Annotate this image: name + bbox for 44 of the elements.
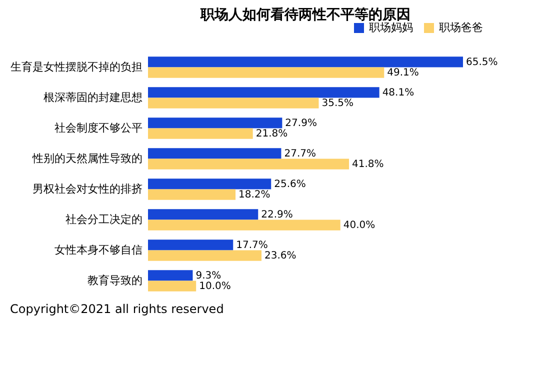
data-label: 22.9% xyxy=(261,209,293,220)
legend-label: 职场爸爸 xyxy=(439,21,483,34)
data-label: 40.0% xyxy=(343,220,376,232)
data-label: 10.0% xyxy=(199,281,231,292)
bar xyxy=(148,56,463,68)
y-tick-label: 根深蒂固的封建思想 xyxy=(44,90,142,104)
data-label: 27.7% xyxy=(284,148,316,160)
bar xyxy=(148,240,234,250)
y-tick-label: 社会制度不够公平 xyxy=(54,121,142,134)
text: Copyright©2021 all rights reserved xyxy=(10,302,225,316)
bar xyxy=(148,118,282,128)
y-tick-label: 社会分工决定的 xyxy=(66,212,142,226)
y-tick-label: 性别的天然属性导致的 xyxy=(32,152,142,165)
data-label: 35.5% xyxy=(322,98,354,110)
bar xyxy=(148,209,258,220)
legend-label: 职场妈妈 xyxy=(369,21,413,34)
y-tick-label: 生育是女性摆脱不掉的负担 xyxy=(10,60,142,74)
data-label: 21.8% xyxy=(256,128,288,140)
data-label: 48.1% xyxy=(382,87,414,98)
data-label: 17.7% xyxy=(236,240,268,251)
data-label: 18.2% xyxy=(238,190,270,201)
bar xyxy=(148,158,350,170)
bar xyxy=(148,67,384,78)
data-label: 9.3% xyxy=(196,270,222,282)
chart-title: 职场人如何看待两性不平等的原因 xyxy=(200,6,410,23)
data-label: 49.1% xyxy=(387,68,419,79)
data-label: 23.6% xyxy=(264,250,296,262)
bar xyxy=(148,98,319,108)
data-label: 25.6% xyxy=(274,178,306,190)
y-tick-label: 男权社会对女性的排挤 xyxy=(32,182,142,196)
bar xyxy=(148,178,272,190)
bar xyxy=(148,250,262,261)
data-label: 27.9% xyxy=(285,118,317,129)
bar xyxy=(148,280,196,292)
bar xyxy=(148,189,236,200)
bar xyxy=(148,148,282,159)
data-label: 41.8% xyxy=(352,159,384,170)
data-label: 65.5% xyxy=(466,56,498,68)
bar xyxy=(148,87,380,98)
bar xyxy=(148,270,193,281)
y-tick-label: 教育导致的 xyxy=(88,274,142,287)
bar xyxy=(148,128,253,139)
bar xyxy=(148,220,340,230)
y-tick-label: 女性本身不够自信 xyxy=(54,243,142,256)
